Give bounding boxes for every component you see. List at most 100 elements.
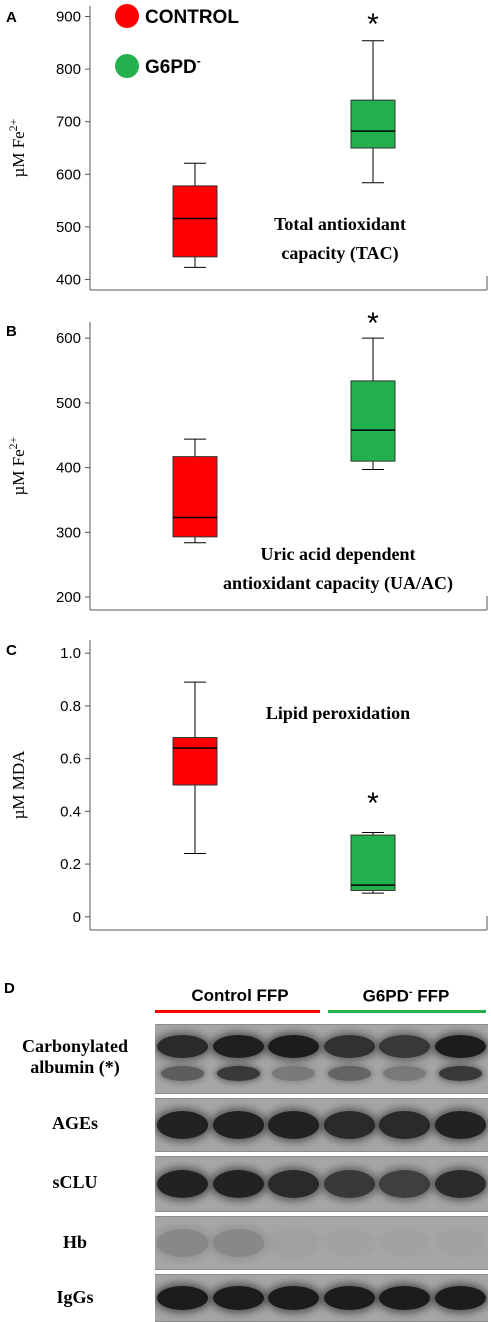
panel-b-plot: 200 300 400 500 600 µM Fe2+ * Uric acid depende… <box>6 307 488 611</box>
blot-band <box>434 1286 486 1310</box>
blot-strip <box>155 1216 488 1270</box>
blot-band <box>157 1286 209 1310</box>
blot-band <box>212 1286 264 1310</box>
box-g6pd <box>350 337 396 471</box>
blot-band-lower <box>438 1065 482 1081</box>
blot-band <box>157 1034 209 1058</box>
significance-star: * <box>367 787 379 820</box>
blot-band <box>323 1286 375 1310</box>
blot-band-lower <box>383 1065 427 1081</box>
panel-d-letter: D <box>4 980 15 997</box>
blot-band-lower <box>327 1065 371 1081</box>
blot-band <box>157 1111 209 1139</box>
blot-band <box>157 1169 209 1199</box>
blot-row-label-line: albumin (*) <box>30 1057 120 1077</box>
panel-annotation: Uric acid dependent <box>261 544 416 564</box>
panel-annotation: Lipid peroxidation <box>266 703 410 723</box>
significance-star: * <box>367 307 379 340</box>
blot-band <box>268 1169 320 1199</box>
blot-band <box>324 1229 375 1256</box>
y-tick-label: 700 <box>56 114 81 131</box>
y-tick-label: 300 <box>56 524 81 541</box>
blot-row-label-line: AGEs <box>51 1113 98 1133</box>
blot-band-lower <box>272 1065 316 1081</box>
iqr-box <box>172 737 218 786</box>
y-tick-label: 0.2 <box>60 856 81 873</box>
blot-band <box>434 1034 486 1058</box>
blot-row-label-line: Hb <box>62 1232 87 1252</box>
panel-a-plot: 400 500 600 700 800 900 µM Fe2+ * Total antioxid… <box>6 6 488 291</box>
blot-band <box>379 1229 430 1256</box>
blot-strip <box>155 1098 488 1152</box>
panel-b: B 200 300 400 500 600 µM Fe2+ * Uric acid depen… <box>6 307 488 611</box>
blot-row-label: Hb <box>0 1232 150 1253</box>
box-plot-figure: A CONTROL G6PD- 400 500 600 700 800 900 µM Fe2… <box>6 4 488 931</box>
blot-strip <box>155 1156 488 1212</box>
y-tick-label: 0.6 <box>60 751 81 768</box>
blot-band-lower <box>216 1065 260 1081</box>
iqr-box <box>350 99 396 149</box>
blot-band <box>268 1111 320 1139</box>
blot-band <box>212 1034 264 1058</box>
blot-row-label-line: Carbonylated <box>21 1036 128 1056</box>
panel-annotation: capacity (TAC) <box>281 243 398 264</box>
blot-strip <box>155 1024 488 1094</box>
blot-band <box>379 1034 431 1058</box>
y-tick-label: 600 <box>56 166 81 183</box>
blot-band <box>323 1034 375 1058</box>
legend-control-label: CONTROL <box>145 7 239 28</box>
western-blot-panel: D Control FFP G6PD- FFP Carbonylated albu… <box>0 978 491 1322</box>
y-tick-label: 0.8 <box>60 698 81 715</box>
iqr-box <box>350 380 396 462</box>
iqr-box <box>350 834 396 891</box>
blot-band <box>268 1034 320 1058</box>
blot-band <box>434 1111 486 1139</box>
blot-row-label: Carbonylated albumin (*) <box>0 1036 150 1078</box>
significance-star: * <box>367 8 379 41</box>
panel-annotation: Total antioxidant <box>274 214 406 234</box>
blot-group-g6pd-line <box>328 1010 486 1013</box>
panel-a: A CONTROL G6PD- 400 500 600 700 800 900 µM Fe2… <box>6 4 488 291</box>
y-tick-label: 0.4 <box>60 803 81 820</box>
y-tick-label: 500 <box>56 219 81 236</box>
panel-b-letter: B <box>6 323 17 340</box>
blot-band <box>323 1111 375 1139</box>
blot-band <box>212 1111 264 1139</box>
iqr-box <box>172 456 218 538</box>
blot-strip <box>155 1274 488 1322</box>
blot-band-lower <box>161 1065 205 1081</box>
y-tick-label: 200 <box>56 589 81 606</box>
y-tick-label: 400 <box>56 271 81 288</box>
blot-band <box>268 1229 320 1257</box>
blot-row-label-line: IgGs <box>56 1287 94 1307</box>
y-axis-label: µM MDA <box>9 750 28 820</box>
legend-g6pd-label: G6PD- <box>145 54 201 78</box>
box-g6pd <box>350 831 396 894</box>
panel-c: C 0 0.2 0.4 0.6 0.8 1.0 µM MDA * Lipid peroxidat… <box>6 640 488 931</box>
blot-row-label-line: sCLU <box>52 1172 98 1192</box>
y-tick-label: 800 <box>56 61 81 78</box>
y-tick-label: 600 <box>56 330 81 347</box>
y-tick-label: 0 <box>73 909 81 926</box>
blot-band <box>268 1286 320 1310</box>
blot-band <box>212 1229 264 1257</box>
panel-c-plot: 0 0.2 0.4 0.6 0.8 1.0 µM MDA * Lipid peroxidatio… <box>9 640 488 931</box>
blot-band <box>323 1169 375 1199</box>
blot-band <box>435 1229 486 1256</box>
panel-a-letter: A <box>6 9 17 26</box>
blot-group-control-title: Control FFP <box>191 986 289 1005</box>
panel-c-letter: C <box>6 642 17 659</box>
blot-band <box>379 1286 431 1310</box>
y-axis-label: µM Fe2+ <box>6 118 28 177</box>
iqr-box <box>172 185 218 258</box>
blot-row-label: sCLU <box>0 1172 150 1193</box>
blot-band <box>157 1229 209 1257</box>
y-axis-label: µM Fe2+ <box>6 436 28 495</box>
box-control <box>172 438 218 544</box>
y-tick-label: 500 <box>56 395 81 412</box>
blot-group-control-line <box>155 1010 320 1013</box>
blot-band <box>379 1169 431 1199</box>
blot-group-g6pd-title: G6PD- FFP <box>362 986 450 1006</box>
y-tick-label: 400 <box>56 460 81 477</box>
blot-band <box>379 1111 431 1139</box>
